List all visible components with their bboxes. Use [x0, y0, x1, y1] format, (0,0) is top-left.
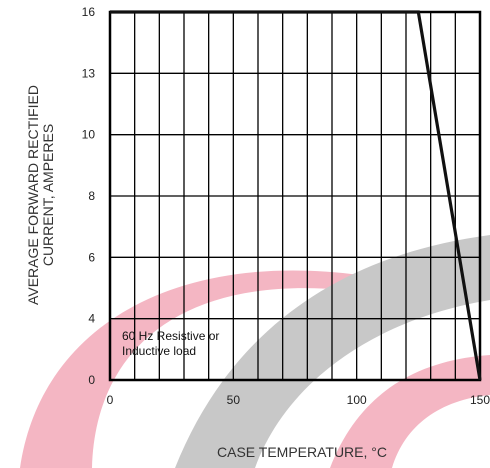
y-axis-ticks: 0 4 6 8 10 13 16	[82, 5, 96, 387]
y-axis-title-line-2: CURRENT, AMPERES	[40, 124, 56, 266]
y-tick-label: 10	[82, 128, 96, 142]
x-tick-label: 150	[470, 393, 490, 407]
x-axis-title: CASE TEMPERATURE, °C	[217, 444, 387, 460]
watermark-pink-swoosh	[20, 270, 360, 468]
annotation: 60 Hz Resistive or Inductive load	[122, 329, 219, 358]
chart-grid	[108, 10, 482, 382]
y-tick-label: 8	[88, 189, 95, 203]
derating-curve	[110, 10, 482, 381]
y-axis-title-line-1: AVERAGE FORWARD RECTIFIED	[25, 85, 41, 305]
x-tick-label: 50	[227, 393, 241, 407]
y-tick-label: 4	[88, 312, 95, 326]
series-group	[110, 10, 482, 381]
y-tick-label: 13	[82, 66, 96, 80]
annotation-line-1: 60 Hz Resistive or	[122, 329, 219, 343]
watermark-pink-swoosh-lower	[330, 355, 490, 468]
watermark-logo	[20, 235, 490, 468]
x-tick-label: 0	[107, 393, 114, 407]
y-axis-title: AVERAGE FORWARD RECTIFIED CURRENT, AMPER…	[25, 85, 56, 305]
y-tick-label: 6	[88, 250, 95, 264]
x-tick-label: 100	[347, 393, 367, 407]
y-tick-label: 16	[82, 5, 96, 19]
x-axis-ticks: 0 50 100 150	[107, 393, 490, 407]
y-tick-label: 0	[88, 373, 95, 387]
annotation-line-2: Inductive load	[122, 344, 196, 358]
